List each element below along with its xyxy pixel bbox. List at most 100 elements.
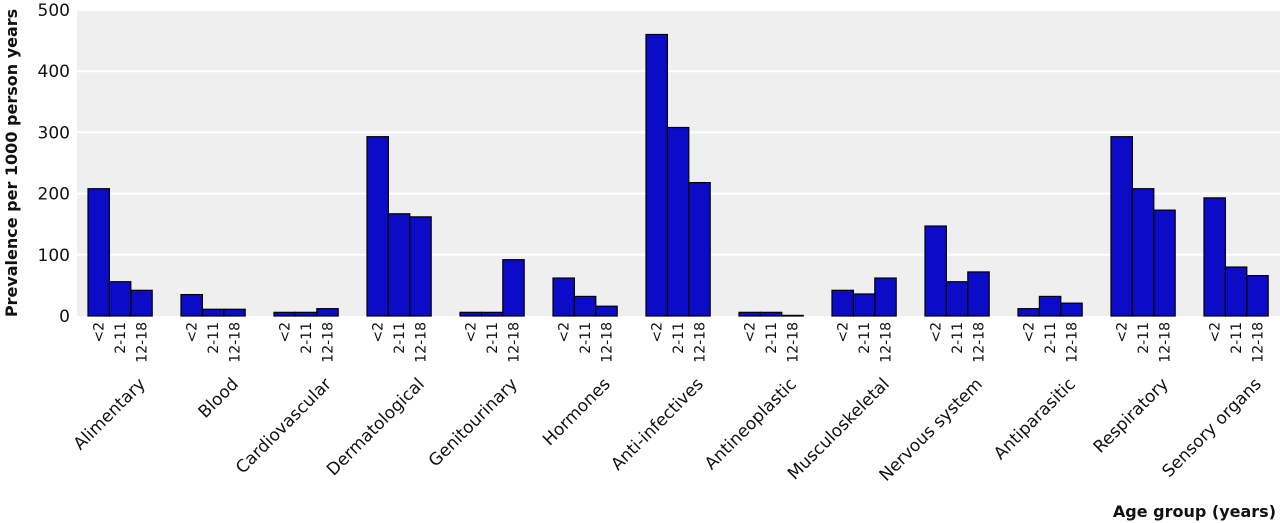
bar <box>552 277 575 317</box>
age-group-labels: <2 2-11 12-18 <2 2-11 12-18 <2 2-11 12-18 <2 2-11 1… <box>92 322 1267 363</box>
bar <box>1246 275 1269 317</box>
age-group-label: <2 <box>278 322 294 343</box>
bar <box>273 311 296 317</box>
age-group-label: 12-18 <box>1158 322 1174 363</box>
age-group-label: <2 <box>836 322 852 343</box>
category-label: Nervous system <box>876 374 987 485</box>
bar <box>688 181 711 317</box>
bar <box>1110 136 1133 317</box>
bar <box>387 213 411 317</box>
category-label: Hormones <box>539 374 615 450</box>
age-group-label: 2-11 <box>950 322 966 354</box>
y-tick-label: 500 <box>38 1 70 21</box>
age-group-label: <2 <box>743 322 759 343</box>
bar <box>1153 209 1176 317</box>
bar <box>130 289 153 317</box>
age-group-label: 12-18 <box>321 322 337 363</box>
bar <box>294 311 318 317</box>
age-group-label: 2-11 <box>1229 322 1245 354</box>
bar <box>738 311 761 317</box>
bar <box>409 216 432 317</box>
category-label: Genitourinary <box>425 374 522 471</box>
age-group-label: <2 <box>185 322 201 343</box>
age-group-label: 2-11 <box>1136 322 1152 354</box>
bar <box>759 311 783 317</box>
bar <box>967 271 990 317</box>
bar <box>223 308 246 317</box>
age-group-label: 2-11 <box>578 322 594 354</box>
age-group-label: <2 <box>1208 322 1224 343</box>
bar <box>480 311 504 317</box>
category-label: Antineoplastic <box>701 374 801 474</box>
x-axis-title: Age group (years) <box>1113 502 1276 521</box>
bars <box>87 33 1269 317</box>
category-labels: Alimentary BloodCardiovascularDermatologi… <box>70 374 1266 485</box>
bar <box>1060 302 1083 317</box>
age-group-label: 12-18 <box>414 322 430 363</box>
age-group-label: 12-18 <box>786 322 802 363</box>
bar <box>645 33 668 317</box>
age-group-label: <2 <box>557 322 573 343</box>
bar <box>595 305 618 317</box>
age-group-label: <2 <box>1115 322 1131 343</box>
bar <box>502 259 525 317</box>
y-tick-label: 100 <box>38 246 70 266</box>
age-group-label: 12-18 <box>228 322 244 363</box>
bar <box>1017 308 1040 317</box>
age-group-label: 12-18 <box>1065 322 1081 363</box>
age-group-label: 2-11 <box>1043 322 1059 354</box>
bar <box>573 295 597 317</box>
age-group-label: 2-11 <box>113 322 129 354</box>
age-group-label: 12-18 <box>693 322 709 363</box>
category-label: Dermatological <box>323 374 429 480</box>
bar <box>87 188 110 317</box>
bar <box>366 136 389 317</box>
category-label: Anti-infectives <box>607 374 707 474</box>
y-tick-label: 200 <box>38 185 70 205</box>
age-group-label: <2 <box>464 322 480 343</box>
age-group-label: 2-11 <box>206 322 222 354</box>
bar <box>831 289 854 317</box>
bar <box>924 225 947 317</box>
bar <box>852 293 876 317</box>
category-label: Respiratory <box>1090 374 1173 457</box>
age-group-label: 12-18 <box>1251 322 1267 363</box>
age-group-label: 12-18 <box>507 322 523 363</box>
bar <box>666 126 690 317</box>
bar <box>180 293 203 317</box>
age-group-label: 12-18 <box>600 322 616 363</box>
bar <box>945 281 969 317</box>
bar <box>316 308 339 317</box>
bar <box>1131 188 1155 317</box>
age-group-label: 2-11 <box>392 322 408 354</box>
age-group-label: 12-18 <box>879 322 895 363</box>
age-group-label: <2 <box>1022 322 1038 343</box>
y-tick-label: 0 <box>59 307 70 327</box>
bar <box>1224 266 1248 317</box>
bar <box>874 277 897 317</box>
age-group-label: 2-11 <box>299 322 315 354</box>
category-label: Antiparasitic <box>990 374 1080 464</box>
age-group-label: <2 <box>929 322 945 343</box>
age-group-label: 12-18 <box>135 322 151 363</box>
y-tick-label: 300 <box>38 123 70 143</box>
y-tick-label: 400 <box>38 62 70 82</box>
y-tick-labels: 0 100 200 300 400 500 <box>38 1 70 327</box>
age-group-label: 12-18 <box>972 322 988 363</box>
category-label: Blood <box>195 374 243 422</box>
age-group-label: <2 <box>371 322 387 343</box>
age-group-label: 2-11 <box>485 322 501 354</box>
bar <box>781 314 804 317</box>
bar <box>201 308 225 317</box>
category-label: Cardiovascular <box>232 374 336 478</box>
age-group-label: 2-11 <box>671 322 687 354</box>
age-group-label: 2-11 <box>764 322 780 354</box>
bar <box>1038 295 1062 317</box>
age-group-label: 2-11 <box>857 322 873 354</box>
bar <box>459 311 482 317</box>
age-group-label: <2 <box>92 322 108 343</box>
category-label: Alimentary <box>70 374 150 454</box>
bar <box>108 281 132 317</box>
age-group-label: <2 <box>650 322 666 343</box>
bar <box>1203 197 1226 317</box>
